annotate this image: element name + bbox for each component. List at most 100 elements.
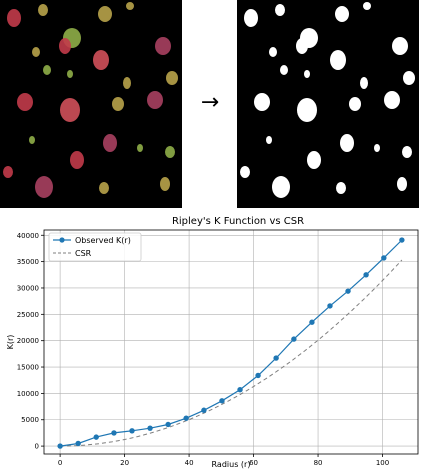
- plot-frame: [43, 229, 419, 455]
- x-tick-label: 100: [376, 459, 389, 467]
- observed-point: [93, 434, 99, 440]
- observed-point: [309, 319, 315, 325]
- cell-nucleus: [160, 177, 170, 191]
- observed-point: [399, 237, 405, 243]
- cell-nucleus: [147, 91, 163, 109]
- mask-blob: [240, 166, 250, 178]
- observed-point: [291, 336, 297, 342]
- y-axis-ticks: 0 5000 10000 15000 20000 25000 30000 35000 40000: [17, 232, 44, 451]
- mask-blob: [272, 176, 290, 198]
- mask-blob: [349, 97, 361, 111]
- mask-blob: [296, 38, 308, 54]
- observed-point: [381, 255, 387, 261]
- cell-nucleus: [70, 151, 84, 169]
- mask-blob: [297, 98, 317, 122]
- mask-blob: [384, 91, 400, 109]
- x-tick-label: 0: [58, 459, 62, 467]
- observed-point: [183, 415, 189, 421]
- cell-nucleus: [29, 136, 35, 144]
- observed-point: [75, 440, 81, 447]
- y-tick-label: 10000: [17, 390, 39, 398]
- mask-blob: [269, 47, 277, 57]
- cell-nucleus: [98, 6, 112, 22]
- mask-blob: [254, 93, 270, 111]
- y-tick-label: 15000: [17, 364, 39, 372]
- cell-nucleus: [99, 182, 109, 194]
- ripley-k-chart: Ripley's K Function vs CSR 0 20 40 60 80 100 …: [0, 208, 424, 474]
- observed-point: [57, 443, 63, 449]
- x-tick-label: 20: [120, 459, 129, 467]
- fluorescent-cells-image: [0, 0, 182, 208]
- y-tick-label: 30000: [17, 284, 39, 292]
- mask-blob: [403, 71, 415, 85]
- cell-nucleus: [93, 50, 109, 70]
- observed-line: [60, 239, 403, 447]
- observed-point: [129, 428, 135, 434]
- observed-point: [273, 355, 279, 361]
- observed-point: [111, 430, 117, 436]
- cell-nucleus: [38, 4, 48, 16]
- y-tick-label: 40000: [17, 232, 39, 240]
- x-axis-label: Radius (r): [212, 460, 251, 469]
- cell-nucleus: [67, 70, 73, 78]
- observed-point: [363, 272, 369, 278]
- cell-nucleus: [35, 176, 53, 198]
- cell-nucleus: [126, 2, 134, 10]
- mask-blob: [402, 146, 412, 158]
- mask-blob: [335, 6, 349, 22]
- legend-observed-label: Observed K(r): [75, 236, 131, 245]
- y-tick-label: 35000: [17, 258, 39, 266]
- cell-nucleus: [165, 146, 175, 158]
- x-tick-label: 80: [314, 459, 323, 467]
- cell-nucleus: [103, 134, 117, 152]
- cell-nucleus: [166, 71, 178, 85]
- cell-nucleus: [3, 166, 13, 178]
- observed-point: [237, 386, 243, 393]
- cell-nucleus: [59, 38, 71, 54]
- cell-nucleus: [137, 144, 143, 152]
- x-tick-label: 60: [249, 459, 258, 467]
- legend-csr-label: CSR: [75, 249, 92, 258]
- cell-nucleus: [155, 37, 171, 55]
- mask-blob: [307, 151, 321, 169]
- observed-point: [327, 303, 333, 309]
- mask-blob: [340, 134, 354, 152]
- cell-nucleus: [60, 98, 80, 122]
- mask-blob: [363, 2, 371, 10]
- y-axis-label: K(r): [6, 335, 15, 350]
- series-observed: [57, 237, 405, 449]
- csr-line: [60, 259, 403, 447]
- chart-title: Ripley's K Function vs CSR: [172, 216, 304, 227]
- observed-point: [219, 398, 225, 404]
- y-tick-label: 0: [35, 443, 39, 451]
- observed-point: [147, 425, 153, 431]
- legend: Observed K(r) CSR: [48, 232, 142, 262]
- cell-nucleus: [43, 65, 51, 75]
- binary-mask-image: [237, 0, 419, 208]
- mask-blob: [360, 77, 368, 89]
- x-tick-label: 40: [185, 459, 194, 467]
- observed-point: [201, 407, 207, 413]
- observed-point: [345, 288, 351, 294]
- mask-blob: [275, 4, 285, 16]
- cell-nucleus: [7, 9, 21, 27]
- mask-blob: [330, 50, 346, 70]
- cell-nucleus: [17, 93, 33, 111]
- mask-blob: [266, 136, 272, 144]
- binary-mask-svg: [240, 2, 415, 198]
- y-tick-label: 5000: [21, 416, 39, 424]
- mask-blob: [336, 182, 346, 194]
- mask-blob: [244, 9, 258, 27]
- mask-blob: [374, 144, 380, 152]
- fluorescent-cells-svg: [3, 2, 178, 198]
- series-csr: [60, 259, 403, 447]
- legend-box: [48, 232, 142, 262]
- y-tick-label: 25000: [17, 311, 39, 319]
- observed-point: [255, 372, 261, 379]
- legend-observed-marker: [59, 237, 65, 243]
- arrow-right-icon: →: [200, 90, 220, 115]
- y-tick-label: 20000: [17, 337, 39, 345]
- observed-point: [165, 421, 171, 428]
- cell-nucleus: [32, 47, 40, 57]
- cell-nucleus: [112, 97, 124, 111]
